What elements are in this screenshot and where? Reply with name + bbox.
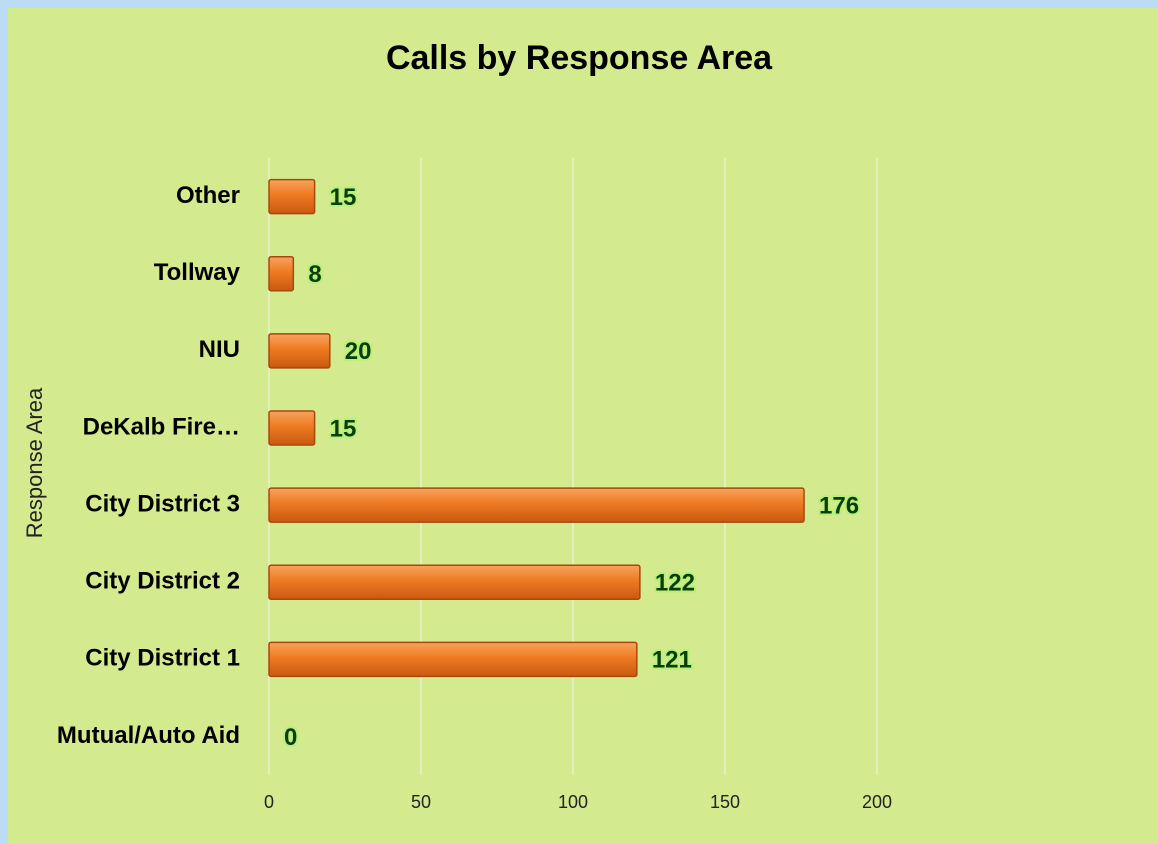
value-label: 176 <box>819 492 859 519</box>
y-tick-label: DeKalb Fire… <box>83 413 240 440</box>
y-tick-label: City District 2 <box>85 568 240 595</box>
x-tick-label: 150 <box>710 792 740 812</box>
y-tick-label: Mutual/Auto Aid <box>57 722 240 749</box>
value-label: 15 <box>330 184 357 211</box>
bar <box>268 410 316 446</box>
bar <box>268 333 331 369</box>
y-tick-label: City District 3 <box>85 490 240 517</box>
value-label: 121 <box>652 647 692 674</box>
x-tick-label: 200 <box>862 792 892 812</box>
bar <box>268 641 638 678</box>
x-tick-label: 50 <box>411 792 431 812</box>
x-tick-label: 100 <box>558 792 588 812</box>
value-label: 122 <box>655 570 695 597</box>
x-tick-label: 0 <box>264 792 274 812</box>
panel <box>8 8 1158 844</box>
value-label: 15 <box>330 415 357 442</box>
y-tick-label: Tollway <box>154 259 241 286</box>
value-label: 20 <box>345 338 372 365</box>
y-axis-label: Response Area <box>22 387 47 538</box>
y-tick-label: Other <box>176 182 240 209</box>
bar <box>268 564 641 600</box>
chart-title: Calls by Response Area <box>386 39 773 77</box>
bar <box>268 178 316 215</box>
y-tick-label: City District 1 <box>85 645 240 672</box>
y-tick-label: NIU <box>199 336 240 363</box>
bar <box>268 255 295 292</box>
bar <box>268 487 805 523</box>
value-label: 0 <box>284 724 297 751</box>
value-label: 8 <box>308 261 321 288</box>
